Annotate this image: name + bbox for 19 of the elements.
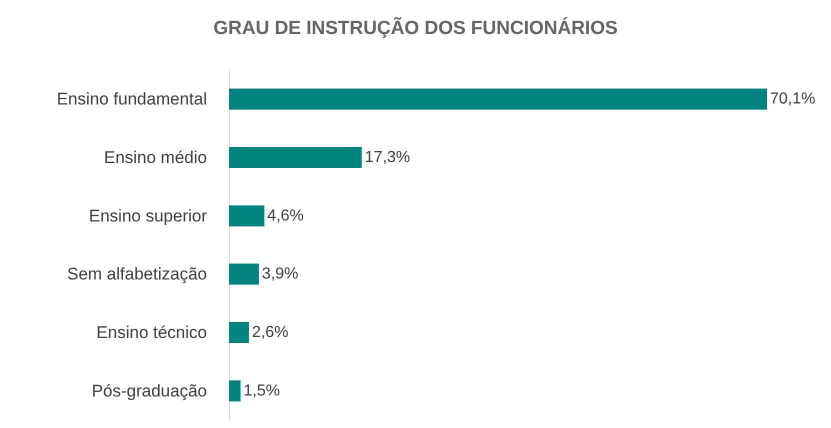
- bar: [229, 264, 259, 285]
- bar: [229, 88, 767, 110]
- y-tick-label: Ensino médio: [104, 148, 207, 167]
- data-label: 2,6%: [252, 324, 288, 341]
- data-label: 17,3%: [364, 149, 410, 166]
- y-tick-label: Ensino técnico: [96, 323, 207, 342]
- data-label: 1,5%: [244, 382, 280, 400]
- data-label: 70,1%: [770, 90, 816, 108]
- data-label: 3,9%: [262, 266, 298, 283]
- y-tick-label: Ensino superior: [88, 206, 208, 226]
- y-tick-label: Ensino fundamental: [56, 90, 207, 109]
- y-tick-label: Pós-graduação: [92, 381, 207, 400]
- bar: [229, 147, 362, 168]
- bar: [229, 380, 241, 402]
- bar: [229, 322, 249, 343]
- bar: [229, 205, 264, 226]
- chart-title: GRAU DE INSTRUÇÃO DOS FUNCIONÁRIOS: [213, 17, 618, 39]
- data-label: 4,6%: [267, 207, 304, 224]
- y-tick-label: Sem alfabetização: [67, 264, 207, 284]
